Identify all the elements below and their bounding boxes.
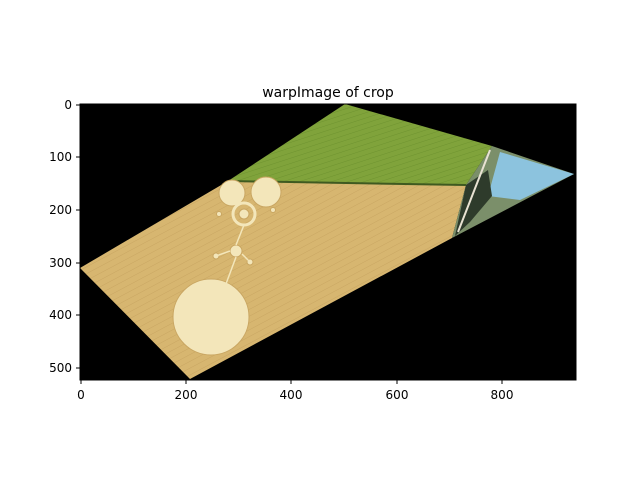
warped-crop-image xyxy=(80,104,574,379)
y-tick-label: 100 xyxy=(49,150,72,164)
crop-circle xyxy=(250,176,282,208)
crop-circle-paths xyxy=(215,224,251,301)
x-axis: 0 200 400 600 800 xyxy=(77,380,513,402)
y-axis: 0 100 200 300 400 500 xyxy=(49,98,80,375)
crop-circle xyxy=(270,207,276,213)
x-tick-label: 200 xyxy=(175,388,198,402)
y-tick-label: 400 xyxy=(49,308,72,322)
crop-circle xyxy=(229,244,243,258)
crop-circle xyxy=(238,208,250,220)
crop-circle-formation xyxy=(172,176,282,356)
chart-title: warpImage of crop xyxy=(262,85,394,101)
crop-circle xyxy=(216,211,222,217)
x-tick-label: 800 xyxy=(491,388,514,402)
crop-circle xyxy=(218,179,246,207)
crop-circle xyxy=(172,278,250,356)
x-tick-label: 600 xyxy=(386,388,409,402)
y-tick-label: 300 xyxy=(49,256,72,270)
x-tick-label: 400 xyxy=(280,388,303,402)
axes-frame xyxy=(79,103,577,381)
water-area xyxy=(488,152,574,200)
road xyxy=(457,149,491,233)
x-tick-label: 0 xyxy=(77,388,85,402)
grass-field xyxy=(228,104,492,185)
y-tick-label: 500 xyxy=(49,361,72,375)
tree-line xyxy=(455,170,492,236)
y-tick-label: 200 xyxy=(49,203,72,217)
y-tick-label: 0 xyxy=(64,98,72,112)
